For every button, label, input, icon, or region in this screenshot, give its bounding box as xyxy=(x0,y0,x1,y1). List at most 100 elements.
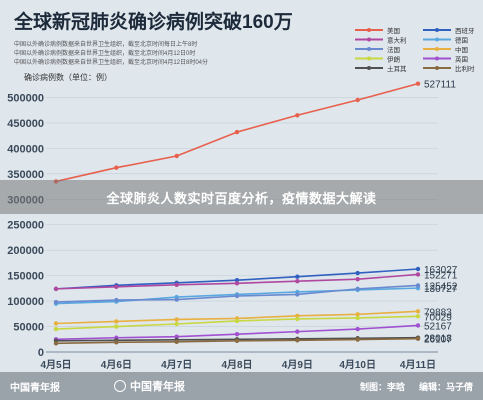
chart-note-2: 中国以外确诊病例数据来自世界卫生组织，截至北京时间4月12日0时 xyxy=(14,49,195,57)
data-point xyxy=(415,283,421,288)
end-label: 163027 xyxy=(424,265,458,276)
data-point xyxy=(415,314,421,319)
legend-marker xyxy=(435,56,439,61)
data-point xyxy=(355,337,360,342)
chart-title: 全球新冠肺炎确诊病例突破160万 xyxy=(13,10,293,33)
data-point xyxy=(234,129,240,135)
data-point xyxy=(415,336,421,341)
editor-label: 编辑： xyxy=(418,381,446,392)
data-point xyxy=(53,286,59,292)
data-point xyxy=(415,309,421,314)
y-tick-label: 0 xyxy=(38,347,44,359)
data-point xyxy=(53,299,59,305)
legend-marker xyxy=(367,37,371,42)
data-point xyxy=(174,317,179,322)
data-point xyxy=(295,313,300,319)
data-point xyxy=(234,278,240,283)
end-label: 125452 xyxy=(424,281,458,292)
data-point xyxy=(114,324,119,329)
data-point xyxy=(355,312,360,317)
data-point xyxy=(295,329,300,334)
data-point xyxy=(355,286,360,292)
credits: 制图：李晗 编辑：马子倩 xyxy=(360,380,473,393)
producer-label: 制图： xyxy=(359,381,387,392)
data-point xyxy=(53,321,59,326)
data-point xyxy=(174,321,179,327)
data-point xyxy=(415,266,421,272)
center-logo-icon xyxy=(114,380,126,392)
data-point xyxy=(415,81,421,86)
end-label: 527111 xyxy=(424,80,456,91)
data-point xyxy=(234,318,240,324)
end-label: 52167 xyxy=(424,321,452,332)
data-point xyxy=(114,340,119,345)
data-point xyxy=(174,297,179,302)
editor-name: 马子倩 xyxy=(445,381,473,392)
x-tick-label: 4月8日 xyxy=(221,359,252,371)
data-point xyxy=(234,281,240,286)
y-tick-label: 100000 xyxy=(7,296,44,308)
legend-marker xyxy=(367,28,371,32)
y-tick-label: 500000 xyxy=(7,92,44,104)
data-point xyxy=(355,97,360,103)
data-point xyxy=(174,334,179,339)
x-axis: 4月5日 4月6日 4月7日 4月8日 4月9日 4月10日 4月11日 xyxy=(40,351,438,371)
end-label: 79883 xyxy=(424,307,452,318)
data-point xyxy=(355,270,360,276)
end-label: 26107 xyxy=(424,335,452,346)
data-point xyxy=(114,297,119,303)
legend-label: 德国 xyxy=(455,36,468,45)
end-label: 70029 xyxy=(424,312,452,323)
center-logo-text: 中国青年报 xyxy=(130,381,185,393)
y-tick-label: 50000 xyxy=(13,322,44,334)
x-tick-label: 4月5日 xyxy=(40,359,71,371)
end-label: 130727 xyxy=(424,284,458,295)
x-tick-label: 4月10日 xyxy=(339,359,376,371)
data-point xyxy=(355,326,360,332)
x-tick-label: 4月9日 xyxy=(282,359,313,371)
data-point xyxy=(295,274,300,279)
legend-label: 西班牙 xyxy=(455,26,475,35)
chart-note-3: 中国以外确诊病例数据来自世界卫生组织，截至北京时间4月12日8时04分 xyxy=(14,58,208,66)
producer-credit: 制图：李晗 xyxy=(360,380,405,393)
data-point xyxy=(295,113,300,118)
legend-marker xyxy=(435,47,439,51)
data-point xyxy=(174,153,179,159)
data-point xyxy=(174,339,179,345)
legend-label: 比利时 xyxy=(455,64,475,73)
data-point xyxy=(415,272,421,277)
data-point xyxy=(355,315,360,321)
legend-label: 法国 xyxy=(387,45,400,54)
legend-label: 英国 xyxy=(455,55,468,64)
logo-center: 中国青年报 xyxy=(114,378,185,394)
y-tick-label: 250000 xyxy=(7,220,44,232)
legend-marker xyxy=(367,47,371,51)
logo-left: 中国青年报 xyxy=(10,382,60,394)
legend-label: 伊朗 xyxy=(387,55,400,64)
data-point xyxy=(295,292,300,297)
data-point xyxy=(174,282,179,287)
data-point xyxy=(295,316,300,322)
y-tick-label: 200000 xyxy=(7,245,44,257)
y-tick-label: 400000 xyxy=(7,143,44,155)
legend-marker xyxy=(435,37,439,42)
legend-marker xyxy=(367,56,371,61)
legend-label: 美国 xyxy=(387,26,400,35)
legend-marker xyxy=(435,28,439,32)
end-label: 152271 xyxy=(424,270,458,281)
data-point xyxy=(114,284,119,290)
end-label: 28018 xyxy=(424,334,452,345)
legend-label: 意大利 xyxy=(387,36,407,45)
chart-note-1: 中国以外确诊病例数据来自世界卫生组织，截至北京时间每日上午8时 xyxy=(14,40,197,48)
legend-label: 中国 xyxy=(455,45,468,54)
legend-marker xyxy=(367,66,371,70)
data-point xyxy=(355,277,360,282)
editor-credit: 编辑：马子倩 xyxy=(419,380,473,393)
y-tick-label: 150000 xyxy=(7,271,44,283)
data-point xyxy=(234,331,240,337)
x-tick-label: 4月6日 xyxy=(101,359,132,371)
y-tick-label: 450000 xyxy=(7,118,44,130)
y-axis: 0500001000001500002000002500003000003500… xyxy=(7,92,44,359)
